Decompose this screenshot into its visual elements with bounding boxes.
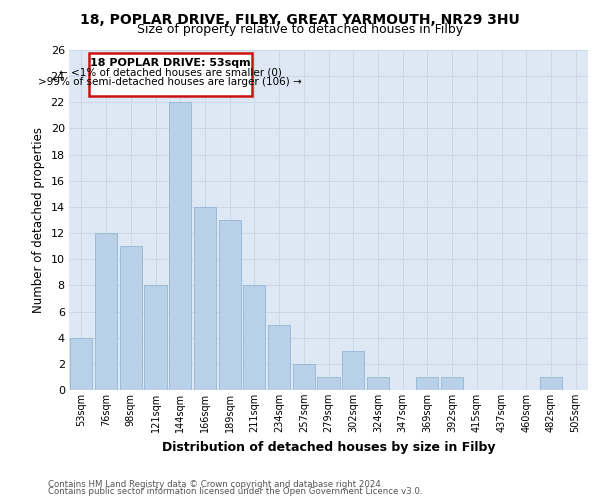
Text: Contains public sector information licensed under the Open Government Licence v3: Contains public sector information licen… bbox=[48, 487, 422, 496]
Bar bbox=[70, 338, 92, 390]
Bar bbox=[441, 377, 463, 390]
Bar bbox=[95, 233, 117, 390]
Text: ← <1% of detached houses are smaller (0): ← <1% of detached houses are smaller (0) bbox=[59, 68, 282, 78]
Text: Size of property relative to detached houses in Filby: Size of property relative to detached ho… bbox=[137, 22, 463, 36]
Bar bbox=[194, 207, 216, 390]
Text: Distribution of detached houses by size in Filby: Distribution of detached houses by size … bbox=[162, 441, 496, 454]
Text: 18 POPLAR DRIVE: 53sqm: 18 POPLAR DRIVE: 53sqm bbox=[90, 58, 251, 68]
Text: >99% of semi-detached houses are larger (106) →: >99% of semi-detached houses are larger … bbox=[38, 78, 302, 88]
FancyBboxPatch shape bbox=[89, 52, 252, 96]
Bar bbox=[416, 377, 439, 390]
Text: Contains HM Land Registry data © Crown copyright and database right 2024.: Contains HM Land Registry data © Crown c… bbox=[48, 480, 383, 489]
Y-axis label: Number of detached properties: Number of detached properties bbox=[32, 127, 45, 313]
Bar bbox=[342, 351, 364, 390]
Bar bbox=[293, 364, 315, 390]
Bar bbox=[119, 246, 142, 390]
Bar bbox=[317, 377, 340, 390]
Bar bbox=[243, 286, 265, 390]
Bar bbox=[169, 102, 191, 390]
Bar bbox=[268, 324, 290, 390]
Bar bbox=[218, 220, 241, 390]
Text: 18, POPLAR DRIVE, FILBY, GREAT YARMOUTH, NR29 3HU: 18, POPLAR DRIVE, FILBY, GREAT YARMOUTH,… bbox=[80, 12, 520, 26]
Bar bbox=[367, 377, 389, 390]
Bar bbox=[145, 286, 167, 390]
Bar bbox=[540, 377, 562, 390]
